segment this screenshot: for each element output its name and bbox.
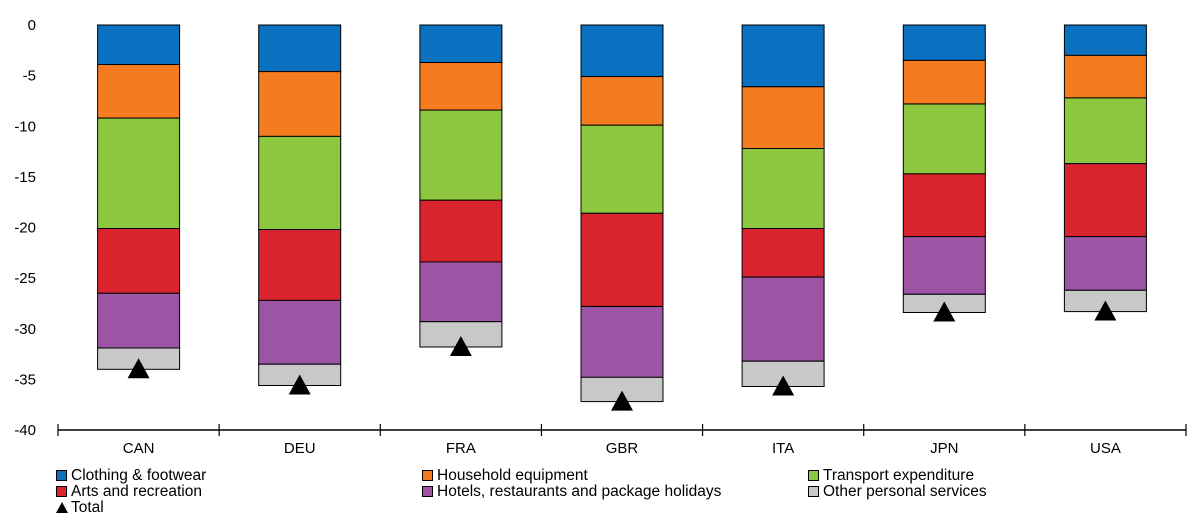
total-marker bbox=[933, 301, 956, 322]
bar-segment bbox=[580, 124, 664, 214]
x-tick-label: DEU bbox=[284, 440, 316, 457]
bar-segment bbox=[741, 228, 825, 278]
y-tick-label: -5 bbox=[23, 68, 36, 85]
bar-segment bbox=[580, 306, 664, 378]
legend-label: Arts and recreation bbox=[71, 483, 202, 500]
bar-segment bbox=[580, 212, 664, 307]
bar-segment bbox=[741, 276, 825, 362]
legend-label: Total bbox=[71, 499, 104, 516]
total-marker bbox=[611, 390, 633, 411]
x-axis: CAN DEU FRA GBR ITA JPN USA bbox=[57, 424, 1187, 457]
bar-segment bbox=[1063, 97, 1147, 165]
total-marker bbox=[127, 358, 150, 379]
bar-segment bbox=[258, 229, 342, 301]
legend-item-clothing: Clothing & footwear bbox=[56, 468, 206, 483]
y-axis: 0 -5 -10 -15 -20 -25 -30 -35 -40 bbox=[14, 17, 36, 439]
legend-item-other-services: Other personal services bbox=[808, 484, 987, 499]
bar-segment bbox=[419, 109, 503, 201]
x-tick-label: FRA bbox=[446, 440, 476, 457]
bar-segment bbox=[258, 24, 342, 73]
legend-swatch bbox=[422, 486, 433, 497]
bar-segment bbox=[902, 59, 986, 105]
legend-label: Other personal services bbox=[823, 483, 987, 500]
bar-segment bbox=[1063, 236, 1147, 291]
bar-segment bbox=[1063, 54, 1147, 99]
legend-item-hotels: Hotels, restaurants and package holidays bbox=[422, 484, 721, 499]
total-marker bbox=[1094, 300, 1117, 321]
bar-segment bbox=[419, 261, 503, 323]
bar-segment bbox=[97, 24, 181, 65]
x-tick-label: CAN bbox=[123, 440, 155, 457]
bar-segment bbox=[419, 24, 503, 63]
bars bbox=[97, 24, 1147, 403]
total-marker bbox=[449, 335, 472, 356]
bar-segment bbox=[419, 199, 503, 263]
bar-segment bbox=[419, 62, 503, 111]
bar-segment bbox=[902, 24, 986, 61]
bar-segment bbox=[580, 76, 664, 126]
y-tick-label: -30 bbox=[14, 321, 36, 338]
bar-segment bbox=[902, 103, 986, 175]
legend-label: Transport expenditure bbox=[823, 467, 975, 484]
bar-segment bbox=[741, 86, 825, 150]
stacked-bar-chart: 0 -5 -10 -15 -20 -25 -30 -35 -40 CAN DEU FRA GBR ITA… bbox=[14, 17, 1187, 457]
legend-swatch bbox=[808, 470, 819, 481]
triangle-icon bbox=[56, 502, 68, 513]
bar-segment bbox=[258, 135, 342, 231]
legend-item-total: Total bbox=[56, 500, 104, 515]
bar-segment bbox=[258, 71, 342, 137]
legend-item-arts: Arts and recreation bbox=[56, 484, 202, 499]
legend-swatch bbox=[808, 486, 819, 497]
y-tick-label: -25 bbox=[14, 270, 36, 287]
bar-segment bbox=[97, 228, 181, 294]
legend-swatch bbox=[56, 470, 67, 481]
bar-segment bbox=[97, 292, 181, 349]
legend-swatch bbox=[422, 470, 433, 481]
bar-segment bbox=[1063, 24, 1147, 56]
legend-label: Clothing & footwear bbox=[71, 467, 207, 484]
x-tick-label: JPN bbox=[930, 440, 958, 457]
legend-swatch bbox=[56, 486, 67, 497]
y-tick-label: 0 bbox=[28, 17, 36, 34]
x-tick-label: ITA bbox=[772, 440, 794, 457]
legend-item-household: Household equipment bbox=[422, 468, 588, 483]
bar-segment bbox=[902, 236, 986, 295]
total-marker bbox=[772, 375, 795, 396]
bar-segment bbox=[902, 173, 986, 238]
bar-segment bbox=[97, 117, 181, 229]
legend-item-transport: Transport expenditure bbox=[808, 468, 974, 483]
bar-segment bbox=[741, 24, 825, 88]
bar-segment bbox=[580, 24, 664, 78]
y-tick-label: -35 bbox=[14, 371, 36, 388]
x-tick-label: USA bbox=[1090, 440, 1121, 457]
legend-label: Hotels, restaurants and package holidays bbox=[437, 483, 722, 500]
bar-segment bbox=[97, 64, 181, 119]
y-tick-label: -40 bbox=[14, 422, 36, 439]
bar-segment bbox=[741, 148, 825, 229]
bar-segment bbox=[258, 299, 342, 365]
legend-label: Household equipment bbox=[437, 467, 588, 484]
y-tick-label: -20 bbox=[14, 220, 36, 237]
total-markers bbox=[127, 300, 1117, 411]
bar-segment bbox=[1063, 163, 1147, 238]
y-tick-label: -15 bbox=[14, 169, 36, 186]
x-tick-label: GBR bbox=[606, 440, 639, 457]
y-tick-label: -10 bbox=[14, 118, 36, 135]
total-marker bbox=[288, 374, 311, 395]
